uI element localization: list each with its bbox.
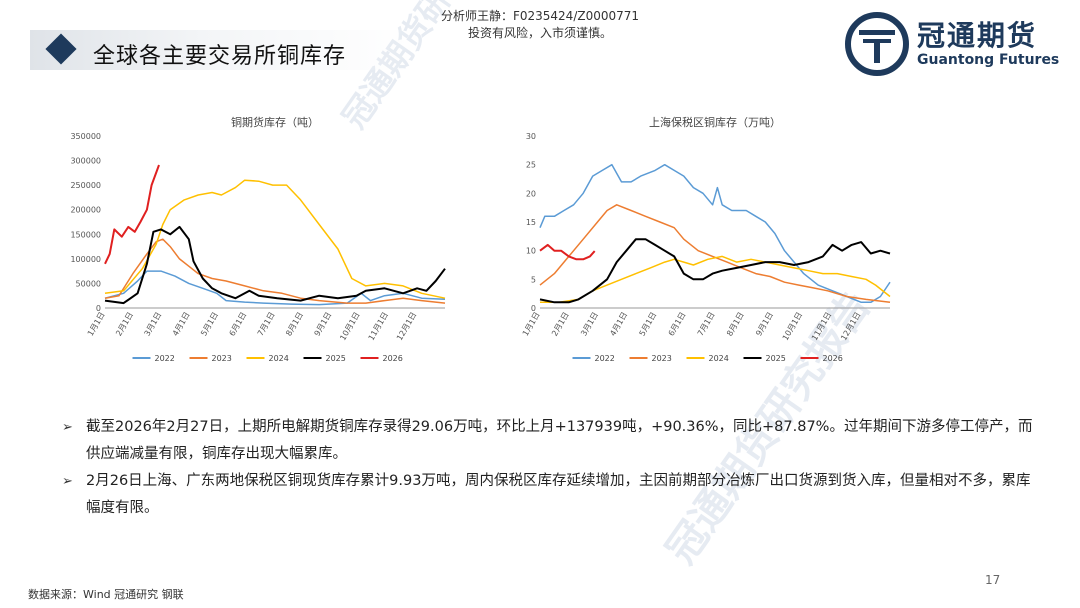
data-source: 数据来源：Wind 冠通研究 钢联 — [28, 588, 184, 601]
x-tick-label: 8月1日 — [284, 311, 305, 338]
brand-logo: 冠通期货 Guantong Futures — [845, 12, 1070, 76]
legend-label: 2024 — [269, 354, 289, 363]
legend-label: 2026 — [823, 354, 843, 363]
legend-label: 2024 — [709, 354, 729, 363]
x-tick-label: 3月1日 — [143, 311, 164, 338]
y-tick-label: 0 — [531, 304, 536, 313]
x-tick-label: 5月1日 — [199, 311, 220, 338]
y-tick-label: 50000 — [76, 279, 101, 288]
legend-label: 2025 — [766, 354, 786, 363]
x-tick-label: 11月1日 — [810, 311, 833, 343]
bullet-text: 截至2026年2月27日，上期所电解期货铜库存录得29.06万吨，环比上月+13… — [86, 419, 1033, 462]
series-line-2025 — [539, 238, 891, 304]
y-tick-label: 200000 — [70, 206, 101, 215]
series-line-2024 — [104, 179, 446, 299]
series-line-2025 — [104, 225, 446, 305]
y-tick-label: 0 — [96, 304, 101, 313]
x-tick-label: 7月1日 — [696, 311, 717, 338]
legend-label: 2026 — [383, 354, 403, 363]
y-tick-label: 100000 — [70, 255, 101, 264]
series-line-2023 — [539, 204, 891, 304]
x-tick-label: 10月1日 — [338, 311, 361, 343]
y-tick-label: 350000 — [70, 132, 101, 141]
y-tick-label: 300000 — [70, 157, 101, 166]
bullet-item: ➢ 截至2026年2月27日，上期所电解期货铜库存录得29.06万吨，环比上月+… — [62, 414, 1042, 468]
x-tick-label: 9月1日 — [754, 311, 775, 338]
risk-note: 投资有风险，入市须谨慎。 — [467, 26, 612, 40]
x-tick-label: 2月1日 — [550, 311, 571, 338]
analyst-note: 分析师王静：F0235424/Z0000771 — [440, 9, 640, 23]
y-tick-label: 10 — [526, 247, 536, 256]
series-line-2024 — [540, 255, 891, 304]
logo-text-cn: 冠通期货 — [917, 19, 1038, 52]
y-tick-label: 150000 — [70, 230, 101, 239]
legend-label: 2023 — [212, 354, 232, 363]
series-line-2023 — [104, 238, 446, 304]
y-tick-label: 15 — [526, 218, 536, 227]
page-number: 17 — [985, 573, 1001, 587]
x-tick-label: 12月1日 — [839, 311, 862, 343]
title-band — [30, 30, 410, 70]
logo-emblem-icon — [845, 12, 909, 76]
y-tick-label: 250000 — [70, 181, 101, 190]
x-tick-label: 11月1日 — [367, 311, 390, 343]
legend-label: 2022 — [155, 354, 175, 363]
commentary: ➢ 截至2026年2月27日，上期所电解期货铜库存录得29.06万吨，环比上月+… — [62, 414, 1042, 522]
legend-label: 2022 — [595, 354, 615, 363]
series-line-2022 — [104, 270, 446, 306]
x-tick-label: 3月1日 — [579, 311, 600, 338]
arrow-bullet-icon: ➢ — [62, 420, 73, 435]
y-tick-label: 20 — [526, 189, 536, 198]
x-tick-label: 4月1日 — [171, 311, 192, 338]
legend-label: 2023 — [652, 354, 672, 363]
y-tick-label: 25 — [526, 161, 536, 170]
logo-text-en: Guantong Futures — [917, 52, 1060, 68]
x-tick-label: 12月1日 — [395, 311, 418, 343]
arrow-bullet-icon: ➢ — [62, 474, 73, 489]
series-line-2026 — [104, 164, 160, 265]
copper-futures-stock-chart: 铜期货库存（吨） 0 50000 100000 150000 200000 250000 30… — [70, 115, 446, 363]
bullet-item: ➢ 2月26日上海、广东两地保税区铜现货库存累计9.93万吨，周内保税区库存延续… — [62, 468, 1042, 522]
page-title: 全球各主要交易所铜库存 — [93, 44, 347, 69]
chart-title: 上海保税区铜库存（万吨） — [649, 115, 781, 129]
series-line-2022 — [539, 163, 891, 304]
x-tick-label: 7月1日 — [256, 311, 277, 338]
x-tick-label: 5月1日 — [638, 311, 659, 338]
series-line-2026 — [539, 243, 596, 261]
x-tick-label: 6月1日 — [228, 311, 249, 338]
bullet-text: 2月26日上海、广东两地保税区铜现货库存累计9.93万吨，周内保税区库存延续增加… — [86, 473, 1031, 516]
legend-label: 2025 — [326, 354, 346, 363]
x-tick-label: 10月1日 — [781, 311, 804, 343]
chart-title: 铜期货库存（吨） — [231, 115, 319, 129]
x-tick-label: 1月1日 — [86, 311, 107, 338]
x-tick-label: 4月1日 — [608, 311, 629, 338]
x-tick-label: 9月1日 — [313, 311, 334, 338]
y-tick-label: 30 — [526, 132, 536, 141]
x-tick-label: 6月1日 — [667, 311, 688, 338]
y-tick-label: 5 — [531, 275, 536, 284]
x-tick-label: 8月1日 — [725, 311, 746, 338]
x-tick-label: 1月1日 — [521, 311, 542, 338]
x-tick-label: 2月1日 — [114, 311, 135, 338]
